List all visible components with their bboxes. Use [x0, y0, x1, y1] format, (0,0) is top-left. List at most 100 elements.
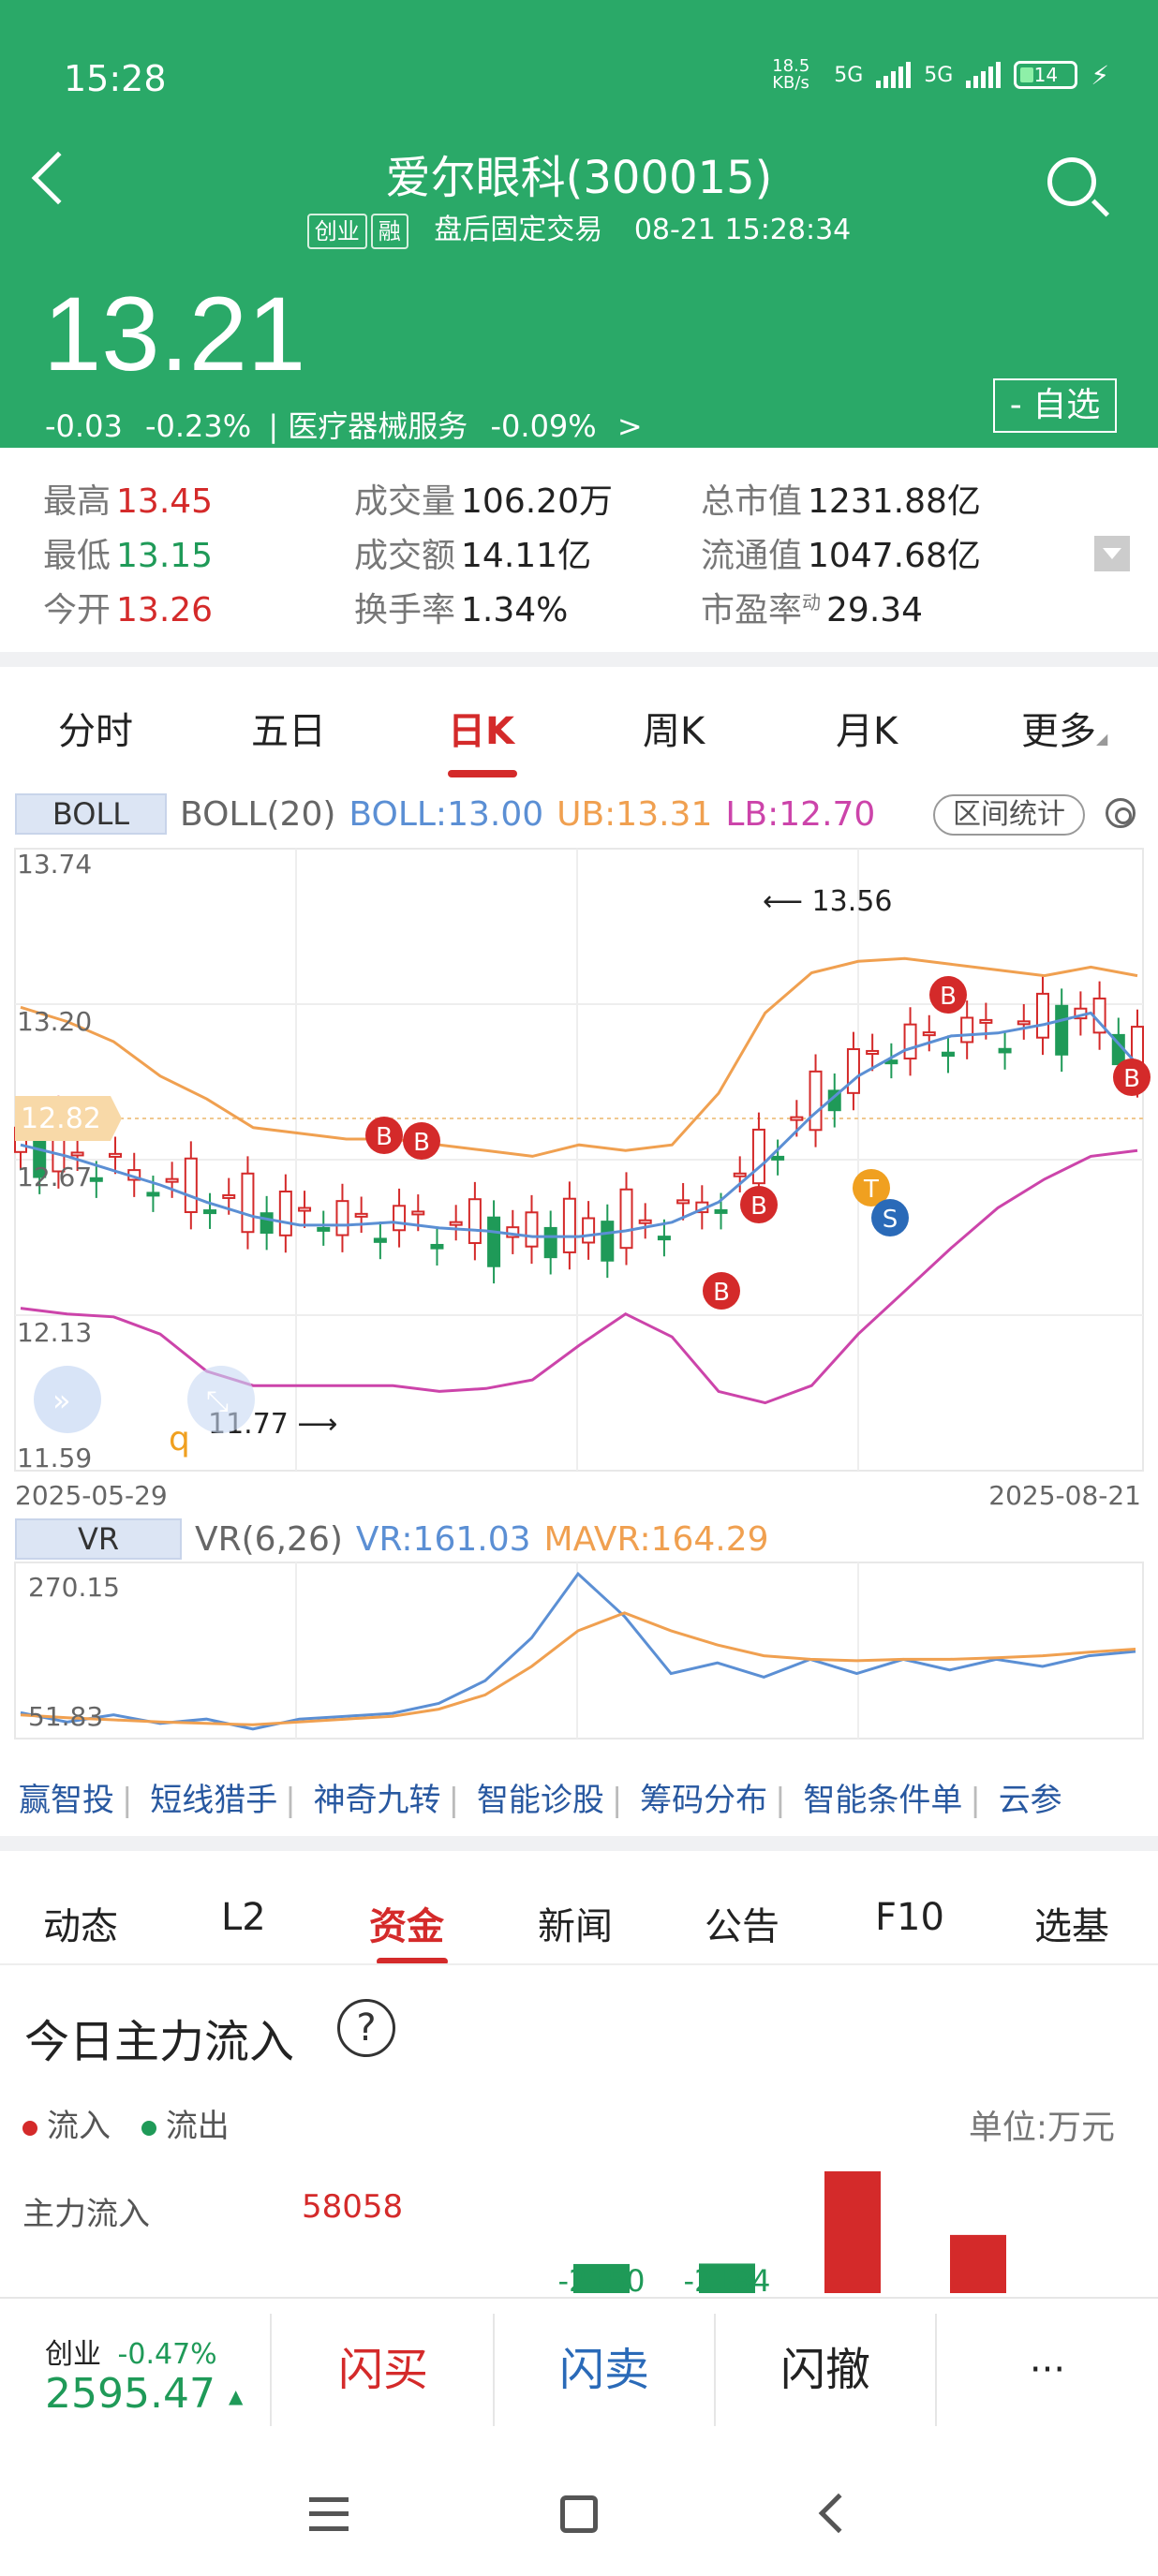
help-icon[interactable]: ? [337, 1999, 395, 2057]
back-nav-icon[interactable] [818, 2493, 859, 2534]
candle-body [203, 1209, 217, 1215]
candle-body [922, 1031, 936, 1037]
index-value: 2595.47 [45, 2370, 215, 2418]
range-stats-button[interactable]: 区间统计 [933, 794, 1085, 836]
divider [0, 1963, 1158, 1965]
expand-dropdown-icon[interactable] [1094, 536, 1130, 571]
y-label-4: 12.13 [17, 1317, 92, 1348]
stat-label: 最低 [43, 537, 111, 575]
tab-zijin[interactable]: 资金 [369, 1905, 444, 1948]
signal-marker-b [403, 1122, 440, 1160]
sector-pct: -0.09% [490, 408, 597, 444]
section-divider [0, 652, 1158, 667]
tab-gonggao[interactable]: 公告 [705, 1905, 779, 1948]
tool-separator: | [611, 1782, 623, 1819]
candle-body [941, 1051, 955, 1058]
candle-body [487, 1216, 501, 1267]
sector-arrow: > [616, 408, 643, 444]
vr-y-top: 270.15 [28, 1572, 120, 1603]
candle-body [70, 1151, 84, 1157]
signal-label-2: 5G [924, 63, 954, 87]
fund-flow-bar [573, 2263, 630, 2293]
tab-wuri[interactable]: 五日 [251, 710, 326, 753]
candle-body [903, 1023, 917, 1060]
more-button[interactable]: ··· [1029, 2348, 1066, 2391]
fund-flow-bar [824, 2171, 881, 2293]
tab-zhouk[interactable]: 周K [643, 710, 705, 753]
candle-body [260, 1212, 274, 1235]
tab-l2[interactable]: L2 [221, 1896, 266, 1939]
y-label-3: 12.67 [17, 1162, 92, 1192]
tab-more-label: 更多 [1021, 710, 1096, 753]
tab-dongtai[interactable]: 动态 [43, 1905, 118, 1948]
tab-more[interactable]: 更多◢ [1021, 701, 1107, 755]
candle-body [317, 1226, 331, 1232]
stat-low: 最低 13.15 [43, 528, 213, 577]
home-icon[interactable] [560, 2495, 598, 2533]
search-icon[interactable] [1047, 157, 1096, 206]
fund-flow-bar [950, 2234, 1006, 2293]
signal-marker-label: B [713, 1279, 730, 1307]
boll-legend: BOLL BOLL(20) BOLL:13.00 UB:13.31 LB:12.… [15, 792, 875, 836]
stat-label: 今开 [43, 591, 111, 629]
candle-body [298, 1207, 312, 1212]
flash-cancel-button[interactable]: 闪撤 [779, 2344, 870, 2396]
quote-stats: 最高 13.45 最低 13.15 今开 13.26 成交量 106.20万 成交额 14… [0, 448, 1158, 652]
tool-duanxian[interactable]: 短线猎手 [150, 1782, 278, 1819]
candle-body [278, 1191, 292, 1236]
stat-turnover: 换手率 1.34% [354, 583, 568, 631]
signal-marker-label: S [883, 1206, 898, 1234]
content-tabs: 动态 L2 资金 新闻 公告 F10 选基 [0, 1883, 1158, 1969]
index-line[interactable]: 创业 -0.47% [45, 2331, 217, 2372]
tab-rik[interactable]: 日K [448, 710, 514, 753]
vr-indicator-selector[interactable]: VR [15, 1518, 182, 1560]
candle-body [638, 1219, 652, 1224]
tab-f10[interactable]: F10 [875, 1896, 944, 1939]
signal-marker-s [871, 1199, 909, 1236]
unit-label: 单位:万元 [968, 2109, 1115, 2147]
watchlist-button[interactable]: - 自选 [993, 378, 1117, 433]
indicator-selector[interactable]: BOLL [15, 793, 167, 835]
line-ub [20, 956, 1138, 1158]
tab-xuanji[interactable]: 选基 [1034, 1905, 1109, 1948]
y-label-bottom: 11.59 [17, 1443, 92, 1473]
flash-buy-button[interactable]: 闪买 [337, 2344, 428, 2396]
tool-chouma[interactable]: 筹码分布 [640, 1782, 768, 1819]
tool-separator: | [122, 1782, 133, 1819]
tool-zhenggu[interactable]: 智能诊股 [476, 1782, 604, 1819]
stat-label: 换手率 [354, 591, 456, 629]
fund-flow-bar [699, 2263, 755, 2293]
settings-gear-icon[interactable] [1106, 798, 1136, 828]
vr-chart[interactable]: 270.15 51.83 [0, 1561, 1158, 1748]
index-value-line[interactable]: 2595.47 ▲ [45, 2370, 243, 2418]
menu-icon[interactable] [309, 2497, 349, 2531]
price-change-line[interactable]: -0.03 -0.23% | 医疗器械服务 -0.09% > [45, 403, 643, 446]
index-pct: -0.47% [117, 2338, 217, 2371]
boll-params: BOLL(20) [180, 794, 336, 834]
kline-chart[interactable]: 13.74 13.20 12.67 12.13 11.59 2025-05-29… [0, 839, 1158, 1514]
tool-yuncan[interactable]: 云参 [998, 1782, 1062, 1819]
price-change-pct: -0.23% [144, 408, 252, 444]
tool-tiaojiandan[interactable]: 智能条件单 [803, 1782, 963, 1819]
tool-shenqi[interactable]: 神奇九转 [313, 1782, 441, 1819]
tab-yuek[interactable]: 月K [836, 710, 898, 753]
active-content-underline [377, 1958, 448, 1965]
tab-fenshi[interactable]: 分时 [58, 710, 133, 753]
divider [935, 2314, 937, 2426]
expand-icon: ⤡ [206, 1385, 229, 1418]
net-speed: 18.5 KB/s [772, 56, 810, 93]
stat-label: 成交量 [354, 482, 456, 521]
candle-body [222, 1193, 236, 1199]
candle-body [109, 1152, 123, 1158]
tool-yingzhitou[interactable]: 赢智投 [19, 1782, 114, 1819]
candle-body [335, 1200, 349, 1236]
candle-body [1055, 1004, 1069, 1056]
bar-label-2: -2184 [684, 2263, 771, 2297]
separator: | [268, 408, 279, 444]
main-inflow-label: 主力流入 [22, 2196, 150, 2233]
stat-float-cap: 流通值 1047.68亿 [701, 528, 981, 577]
signal-marker-label: B [1123, 1065, 1140, 1093]
flash-sell-button[interactable]: 闪卖 [558, 2344, 649, 2396]
tab-xinwen[interactable]: 新闻 [538, 1905, 613, 1948]
candle-body [373, 1237, 387, 1243]
